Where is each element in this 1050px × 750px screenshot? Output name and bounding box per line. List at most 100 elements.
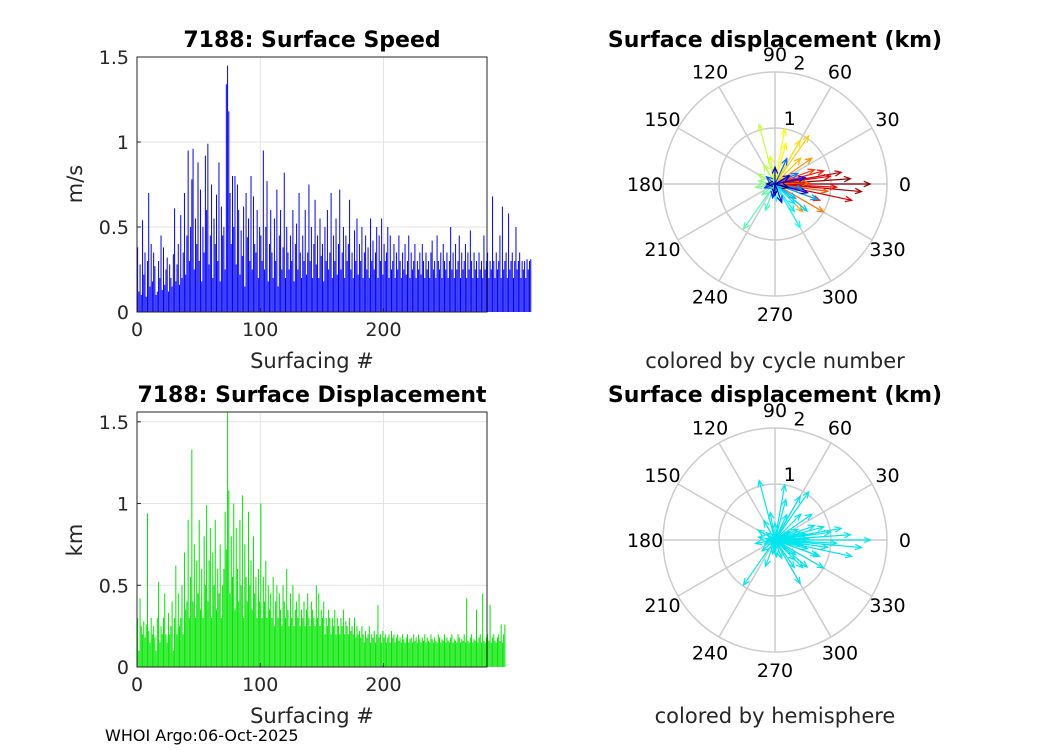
- polar-cycle-vector: [742, 183, 776, 231]
- polar-hemisphere-angle-label: 300: [822, 643, 858, 665]
- polar-cycle-title: Surface displacement (km): [608, 28, 942, 53]
- speed-ytick-label: 1.5: [99, 47, 129, 69]
- polar-cycle-vector: [774, 141, 788, 185]
- polar-cycle-vector: [771, 184, 779, 197]
- polar-cycle-angle-label: 270: [757, 304, 793, 326]
- polar-cycle-vector: [765, 175, 776, 185]
- polar-hemisphere-vector: [771, 521, 779, 540]
- polar-hemisphere-vectors: [742, 479, 872, 587]
- polar-hemisphere-vector: [774, 531, 807, 541]
- speed-xtick-label: 100: [242, 319, 278, 341]
- polar-cycle-vector: [774, 183, 796, 213]
- polar-cycle-vector: [765, 180, 775, 188]
- speed-xtick-label: 200: [365, 319, 401, 341]
- speed-xtick-label: 0: [131, 319, 143, 341]
- displacement-chart-xlabel: Surfacing #: [250, 704, 374, 728]
- polar-hemisphere-vector: [774, 495, 801, 541]
- polar-hemisphere-vector: [774, 535, 811, 543]
- polar-hemisphere-angle-label: 90: [763, 400, 787, 422]
- polar-hemisphere-angle-label: 270: [757, 660, 793, 682]
- polar-cycle-vector: [774, 127, 787, 185]
- polar-hemisphere-radius-label: 2: [793, 409, 805, 431]
- polar-hemisphere-vector: [742, 539, 776, 587]
- polar-cycle-angle-label: 240: [692, 287, 728, 309]
- polar-cycle-vector: [774, 183, 801, 229]
- speed-chart-xlabel: Surfacing #: [250, 349, 374, 373]
- polar-cycle-angle-label: 0: [899, 174, 911, 196]
- speed-ytick-label: 0: [117, 302, 129, 324]
- polar-cycle-ring: [662, 71, 888, 297]
- polar-cycle-angle-label: 60: [828, 61, 852, 83]
- polar-hemisphere-vector: [774, 539, 783, 560]
- polar-hemisphere-vector: [774, 539, 797, 556]
- footer-credit: WHOI Argo:06-Oct-2025: [105, 726, 299, 745]
- polar-cycle-radius-label: 2: [793, 53, 805, 75]
- speed-ytick-label: 0.5: [99, 217, 129, 239]
- polar-cycle-angle-label: 120: [692, 61, 728, 83]
- displacement-chart-title: 7188: Surface Displacement: [137, 383, 487, 408]
- polar-cycle-vector: [771, 165, 779, 184]
- polar-hemisphere-vector: [765, 531, 776, 541]
- displacement-xtick-label: 0: [131, 674, 143, 696]
- polar-hemisphere-vector: [771, 540, 779, 553]
- polar-hemisphere-angle-label: 60: [828, 417, 852, 439]
- polar-cycle-vector: [774, 134, 810, 185]
- polar-cycle-vector: [774, 182, 791, 190]
- polar-cycle-vector: [774, 174, 791, 185]
- polar-hemisphere-angle-label: 30: [875, 465, 899, 487]
- polar-hemisphere-angle-label: 180: [627, 530, 663, 552]
- displacement-bars: [137, 412, 506, 667]
- polar-hemisphere-chart: Surface displacement (km) colored by hem…: [608, 383, 942, 728]
- polar-cycle-chart: Surface displacement (km) colored by cyc…: [608, 28, 942, 373]
- displacement-ytick-label: 1.5: [99, 412, 129, 434]
- polar-cycle-vector: [774, 183, 797, 200]
- speed-chart-title: 7188: Surface Speed: [183, 28, 440, 53]
- polar-cycle-vector: [774, 183, 783, 204]
- polar-hemisphere-angle-label: 120: [692, 417, 728, 439]
- speed-bars: [137, 65, 532, 312]
- displacement-ytick-label: 0.5: [99, 575, 129, 597]
- polar-hemisphere-vector: [774, 483, 787, 541]
- polar-cycle-vector: [760, 183, 776, 196]
- polar-cycle-grid: [662, 71, 888, 297]
- speed-chart: 7188: Surface Speed Surfacing # m/s 0 100…: [63, 28, 532, 373]
- polar-hemisphere-vector: [774, 513, 813, 541]
- polar-cycle-vector: [774, 157, 788, 185]
- polar-cycle-vector: [774, 179, 811, 187]
- polar-cycle-angle-label: 210: [644, 239, 680, 261]
- polar-hemisphere-vector: [774, 497, 788, 541]
- polar-cycle-radius-label: 1: [784, 108, 796, 130]
- polar-cycle-note: colored by cycle number: [645, 349, 905, 373]
- polar-hemisphere-vector: [774, 539, 796, 569]
- polar-cycle-vector: [774, 157, 813, 185]
- polar-cycle-vector: [774, 157, 802, 185]
- polar-hemisphere-vector: [774, 490, 810, 541]
- polar-cycle-angle-label: 180: [627, 174, 663, 196]
- polar-cycle-vector: [763, 163, 776, 185]
- polar-cycle-vector: [764, 183, 776, 212]
- polar-hemisphere-vector: [763, 519, 776, 541]
- polar-hemisphere-vector: [774, 539, 801, 585]
- speed-chart-ylabel: m/s: [63, 165, 87, 203]
- displacement-ytick-label: 0: [117, 657, 129, 679]
- polar-hemisphere-angle-label: 240: [692, 643, 728, 665]
- polar-hemisphere-vector: [760, 539, 776, 552]
- polar-cycle-angle-label: 30: [875, 109, 899, 131]
- polar-hemisphere-vector: [757, 479, 776, 541]
- polar-hemisphere-vector: [774, 530, 791, 541]
- polar-hemisphere-vector: [765, 536, 775, 544]
- polar-hemisphere-note: colored by hemisphere: [655, 704, 896, 728]
- polar-cycle-vector: [774, 183, 819, 201]
- polar-hemisphere-radius-label: 1: [784, 464, 796, 486]
- polar-cycle-angle-label: 150: [644, 109, 680, 131]
- polar-cycle-vectors: [742, 123, 872, 231]
- polar-cycle-angle-label: 330: [869, 239, 905, 261]
- displacement-xtick-label: 200: [365, 674, 401, 696]
- polar-hemisphere-vector: [774, 538, 791, 546]
- polar-cycle-vector: [774, 175, 807, 185]
- speed-axes-box: [136, 56, 488, 313]
- speed-ytick-label: 1: [117, 132, 129, 154]
- displacement-axes-box: [136, 411, 488, 668]
- polar-hemisphere-vector: [774, 513, 802, 541]
